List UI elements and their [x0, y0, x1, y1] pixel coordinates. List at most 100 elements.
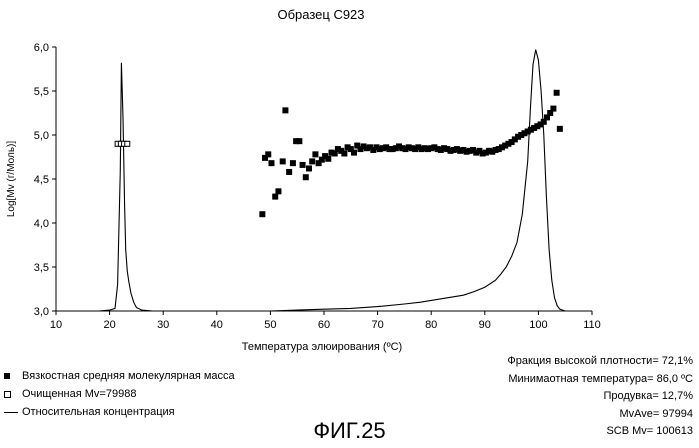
y-axis-label: Log[Mv (г/Моль)] — [6, 141, 17, 217]
viscosity-point — [262, 154, 269, 161]
viscosity-point — [437, 146, 444, 153]
viscosity-point — [354, 142, 361, 149]
viscosity-point — [527, 126, 534, 133]
viscosity-point — [550, 105, 557, 112]
viscosity-point — [492, 146, 499, 153]
viscosity-point — [296, 138, 303, 145]
legend-label: Очищенная Mv=79988 — [22, 388, 137, 400]
viscosity-point — [396, 143, 403, 150]
y-tick-label: 4,5 — [34, 174, 49, 186]
viscosity-point — [521, 130, 528, 137]
legend-item-viscosity: Вязкостная средняя молекулярная масса — [4, 367, 235, 385]
viscosity-point — [412, 146, 419, 153]
viscosity-point — [463, 148, 470, 155]
viscosity-point — [286, 168, 293, 175]
legend-label: Относительная концентрация — [22, 406, 175, 418]
viscosity-point — [553, 89, 560, 96]
viscosity-point — [543, 114, 550, 121]
chart-title: Образец C923 — [277, 7, 364, 22]
y-tick-label: 3,0 — [34, 306, 49, 318]
legend: Вязкостная средняя молекулярная масса Оч… — [4, 367, 235, 421]
viscosity-point — [460, 146, 467, 153]
y-tick-label: 5,0 — [34, 130, 49, 142]
viscosity-point — [457, 147, 464, 154]
viscosity-point — [282, 107, 289, 114]
viscosity-point — [531, 124, 538, 131]
viscosity-point — [383, 144, 390, 151]
stat-min-temperature: Минимаотная температура= 86,0 ºC — [508, 372, 693, 385]
viscosity-point — [447, 147, 454, 154]
x-tick-label: 70 — [371, 319, 383, 331]
figure-label: ФИГ.25 — [313, 418, 386, 443]
viscosity-point — [272, 193, 279, 200]
viscosity-point — [305, 165, 312, 172]
axes: 10 20 30 40 50 60 70 80 90 100 110 3,0 3,5 4,0 4,5 5,0 5… — [34, 42, 601, 331]
viscosity-point — [486, 147, 493, 154]
purged-point — [124, 140, 131, 147]
x-tick-label: 30 — [157, 319, 169, 331]
viscosity-point — [309, 158, 316, 165]
viscosity-point — [299, 161, 306, 168]
stat-mv-ave: MvAve= 97994 — [619, 407, 694, 420]
concentration-line — [56, 49, 592, 312]
y-tick-label: 6,0 — [34, 42, 49, 54]
viscosity-point — [518, 132, 525, 138]
stat-high-density-fraction: Фракция высокой плотности= 72,1% — [507, 355, 693, 367]
viscosity-point — [540, 118, 547, 125]
viscosity-point — [482, 149, 489, 156]
viscosity-point — [392, 145, 399, 152]
viscosity-point — [418, 146, 425, 153]
viscosity-point — [408, 145, 415, 152]
legend-marker-line — [4, 411, 22, 413]
stats-panel: Фракция высокой плотности= 72,1% Минимао… — [507, 353, 693, 441]
viscosity-point — [322, 153, 329, 160]
y-tick-label: 5,5 — [34, 86, 49, 98]
viscosity-point — [344, 144, 351, 151]
viscosity-point — [325, 155, 332, 162]
viscosity-point — [373, 144, 380, 151]
x-tick-label: 80 — [425, 319, 437, 331]
viscosity-point — [386, 146, 393, 153]
viscosity-point — [466, 147, 473, 154]
viscosity-point — [470, 146, 477, 153]
viscosity-point — [347, 146, 354, 153]
legend-label: Вязкостная средняя молекулярная масса — [22, 370, 235, 382]
viscosity-point — [334, 146, 341, 153]
viscosity-point — [534, 123, 541, 130]
x-tick-label: 60 — [318, 319, 330, 331]
legend-marker-open-square — [4, 390, 22, 398]
viscosity-point — [268, 160, 275, 167]
viscosity-point — [415, 144, 422, 151]
viscosity-point — [524, 128, 531, 135]
viscosity-point — [293, 138, 300, 145]
viscosity-point — [476, 147, 483, 154]
viscosity-point — [556, 125, 563, 132]
viscosity-point — [265, 151, 272, 158]
viscosity-point — [495, 146, 502, 153]
viscosity-point — [302, 174, 309, 181]
viscosity-point — [508, 139, 515, 146]
viscosity-point — [450, 146, 457, 153]
viscosity-point — [511, 136, 518, 143]
viscosity-point — [376, 146, 383, 153]
x-tick-label: 40 — [211, 319, 223, 331]
viscosity-point — [399, 145, 406, 152]
viscosity-point — [515, 133, 522, 140]
legend-item-purged: Очищенная Mv=79988 — [4, 385, 235, 403]
x-tick-label: 90 — [479, 319, 491, 331]
viscosity-point — [389, 146, 396, 153]
viscosity-point — [341, 150, 348, 157]
x-axis-label: Температура элюирования (ºC) — [242, 341, 402, 353]
legend-marker-filled-square — [4, 373, 22, 379]
viscosity-point — [259, 211, 266, 218]
viscosity-point — [431, 144, 438, 151]
x-tick-label: 10 — [50, 319, 62, 331]
viscosity-point — [444, 146, 451, 153]
viscosity-point — [279, 158, 286, 165]
viscosity-point — [421, 145, 428, 152]
viscosity-point — [315, 160, 322, 167]
plot-area — [56, 49, 592, 312]
viscosity-point — [275, 188, 282, 195]
viscosity-point — [357, 146, 364, 153]
